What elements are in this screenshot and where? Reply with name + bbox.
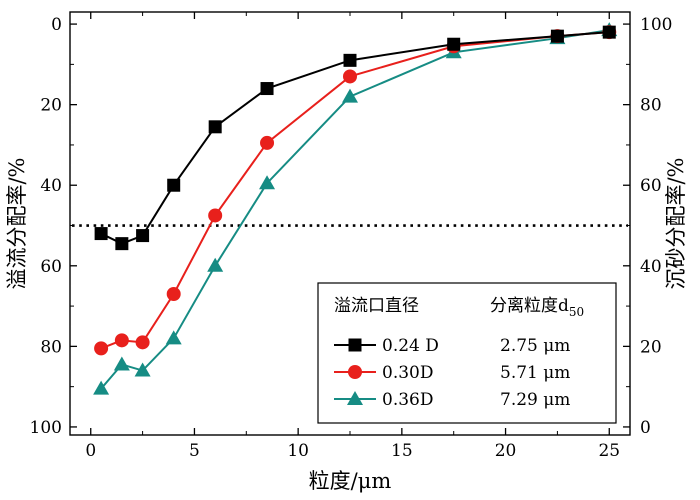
x-tick-label: 0 — [85, 441, 96, 461]
y-left-tick-label: 100 — [30, 418, 62, 438]
data-point — [602, 25, 616, 39]
y-left-tick-label: 40 — [40, 176, 62, 196]
data-point — [342, 88, 358, 103]
data-point — [343, 53, 357, 67]
data-point — [260, 82, 274, 96]
legend-marker — [347, 391, 363, 405]
series-line — [100, 29, 610, 390]
y-left-tick-label: 0 — [51, 15, 62, 35]
x-tick-label: 25 — [598, 441, 620, 461]
data-point — [166, 287, 181, 301]
y-right-tick-label: 100 — [640, 15, 672, 35]
data-point — [550, 29, 564, 43]
legend-label: 0.24 D — [382, 336, 439, 356]
axes-layer: 0 5 10 15 20 25 0 20 40 60 80 100 0 20 40 60 80 100 粒度/μm 溢… — [5, 11, 688, 493]
data-point — [343, 69, 357, 84]
y-left-tick-label: 60 — [40, 257, 62, 277]
legend-d50-value: 2.75 μm — [500, 336, 570, 356]
data-point — [207, 257, 224, 272]
x-tick-label: 10 — [287, 441, 309, 461]
y-right-tick-label: 40 — [640, 257, 662, 277]
data-point — [134, 362, 151, 377]
legend-header-d50: 分离粒度d50 — [490, 296, 584, 319]
data-point — [208, 120, 222, 134]
data-point — [260, 135, 275, 150]
series-line — [100, 31, 610, 350]
legend-entry: 0.30D 5.71 μm — [334, 363, 570, 383]
legend-label: 0.30D — [382, 363, 433, 383]
y-right-tick-label: 0 — [640, 418, 651, 438]
legend-entry: 0.24 D 2.75 μm — [334, 336, 570, 356]
legend-marker — [348, 365, 362, 379]
y-left-tick-label: 20 — [40, 96, 62, 116]
x-axis-title: 粒度/μm — [309, 469, 392, 493]
data-point — [447, 37, 461, 51]
series-line — [100, 31, 610, 245]
legend-entry: 0.36D 7.29 μm — [334, 390, 570, 410]
x-tick-label: 20 — [495, 441, 517, 461]
y-left-tick-label: 80 — [40, 337, 62, 357]
data-point — [259, 175, 276, 190]
legend-header-diameter: 溢流口直径 — [334, 296, 419, 316]
legend-label: 0.36D — [382, 390, 433, 410]
y-right-tick-label: 20 — [640, 337, 662, 357]
series-layer — [93, 22, 618, 395]
y-left-axis-title: 溢流分配率/% — [5, 157, 29, 289]
data-point — [208, 208, 223, 223]
legend-d50-value: 7.29 μm — [500, 390, 570, 410]
x-tick-label: 5 — [189, 441, 200, 461]
data-point — [165, 330, 182, 345]
legend-d50-value: 5.71 μm — [500, 363, 570, 383]
y-right-tick-label: 80 — [640, 96, 662, 116]
x-tick-label: 15 — [391, 441, 413, 461]
y-right-axis-title: 沉砂分配率/% — [664, 157, 688, 289]
data-point — [115, 237, 129, 251]
data-point — [114, 333, 129, 348]
series-square — [94, 25, 616, 251]
data-point — [113, 356, 130, 371]
y-right-tick-label: 60 — [640, 176, 662, 196]
data-point — [94, 341, 109, 356]
data-point — [94, 227, 108, 241]
data-point — [167, 178, 181, 192]
data-point — [93, 380, 110, 395]
legend-marker — [348, 338, 362, 352]
legend-header-d50-subscript: 50 — [569, 305, 584, 319]
data-point — [136, 229, 150, 243]
data-point — [135, 335, 150, 350]
legend-header-d50-text: 分离粒度d — [490, 296, 569, 316]
